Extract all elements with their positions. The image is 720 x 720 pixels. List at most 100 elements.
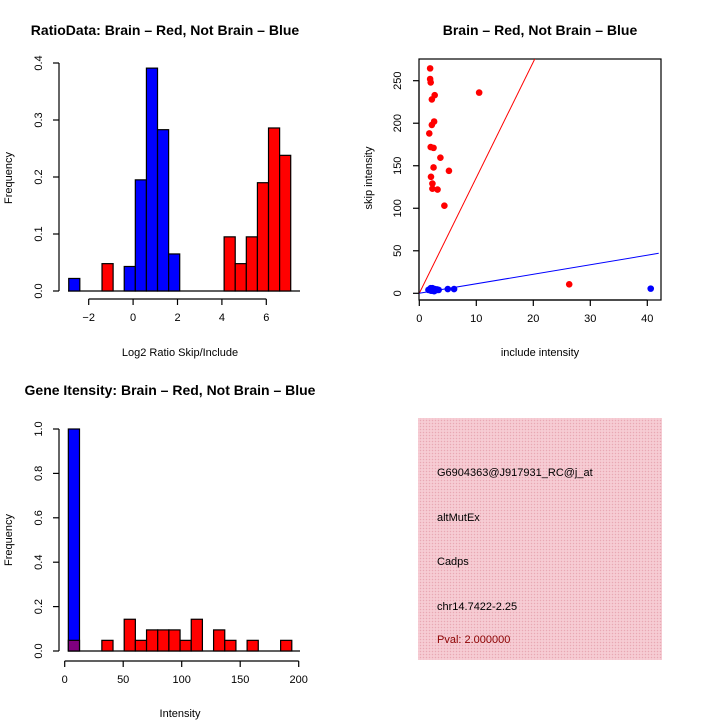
point-brain [430, 164, 437, 171]
info-box-background [418, 418, 662, 660]
x-tick-label: 2 [174, 312, 180, 324]
bar-brain [145, 629, 159, 652]
bar-not-brain [134, 179, 148, 292]
y-tick-label: 0.0 [33, 643, 45, 658]
probe-id: G6904363@J917931_RC@j_at [437, 467, 593, 479]
bar-brain [256, 182, 270, 292]
chart-title: Gene Itensity: Brain – Red, Not Brain – … [25, 382, 316, 398]
fit-line-not-brain [419, 252, 659, 294]
point-brain [437, 154, 444, 161]
x-tick-label: 0 [62, 674, 68, 686]
point-brain [475, 89, 483, 96]
y-tick-label: 0.3 [33, 112, 45, 127]
point-brain [426, 65, 434, 72]
point-brain [565, 280, 573, 288]
x-tick-label: 0 [416, 313, 422, 325]
pval: Pval: 2.000000 [437, 634, 510, 646]
bar-not-brain [145, 67, 159, 292]
y-axis-label: Frequency [3, 514, 15, 566]
bar-not-brain [67, 428, 81, 652]
bar-brain [223, 236, 236, 292]
bar-brain [123, 618, 136, 652]
y-tick-label: 50 [392, 245, 404, 257]
point-brain [430, 144, 437, 152]
bar-brain [212, 629, 226, 652]
point-not-brain [450, 285, 458, 293]
y-axis-label: Frequency [3, 152, 15, 204]
x-tick-label: 20 [527, 313, 539, 325]
y-tick-label: 0 [392, 290, 404, 296]
bar-brain [168, 629, 181, 652]
bar-brain [134, 639, 148, 652]
y-tick-label: 0.0 [33, 283, 45, 298]
point-not-brain [428, 286, 436, 293]
gene-name: Cadps [437, 556, 469, 568]
y-tick-label: 0.2 [33, 169, 45, 184]
x-tick-label: 150 [231, 674, 249, 686]
x-tick-label: −2 [82, 312, 95, 324]
y-tick-label: 0.2 [33, 599, 45, 614]
bar-brain [267, 127, 281, 292]
chart-title: RatioData: Brain – Red, Not Brain – Blue [31, 22, 300, 38]
point-brain [431, 91, 438, 99]
x-tick-label: 0 [130, 312, 136, 324]
bar-brain [234, 263, 247, 292]
x-tick-label: 10 [470, 313, 482, 325]
bar-brain [67, 639, 81, 652]
x-axis-label: include intensity [501, 347, 580, 359]
point-brain [441, 202, 448, 210]
point-brain [428, 121, 436, 129]
x-tick-label: 40 [641, 313, 653, 325]
point-brain [445, 167, 453, 175]
bar-not-brain [156, 129, 170, 292]
x-tick-label: 100 [173, 674, 191, 686]
point-brain [434, 186, 441, 193]
point-not-brain [444, 285, 452, 293]
y-axis-label: skip intensity [363, 146, 375, 209]
point-brain [425, 130, 433, 137]
bar-not-brain [168, 253, 181, 292]
bar-not-brain [123, 265, 136, 292]
x-tick-label: 4 [219, 312, 225, 324]
y-tick-label: 250 [392, 72, 404, 90]
bar-brain [157, 629, 170, 652]
x-tick-label: 30 [584, 313, 596, 325]
bar-brain [245, 236, 259, 292]
bar-brain [190, 618, 204, 652]
bar-brain [279, 154, 292, 292]
y-tick-label: 0.1 [33, 226, 45, 241]
bar-brain [101, 263, 114, 292]
bar-not-brain [68, 277, 81, 292]
y-tick-label: 100 [392, 199, 404, 217]
fit-line-brain [419, 59, 536, 294]
point-not-brain [647, 285, 655, 292]
y-tick-label: 0.8 [33, 466, 45, 481]
info-box: G6904363@J917931_RC@j_at altMutEx Cadps … [418, 418, 662, 660]
point-brain [429, 185, 436, 193]
point-brain [429, 180, 436, 187]
x-tick-label: 50 [117, 674, 129, 686]
bar-brain [246, 639, 259, 652]
x-axis-label: Intensity [160, 708, 201, 720]
bar-brain [179, 639, 192, 652]
x-tick-label: 200 [290, 674, 308, 686]
y-tick-label: 200 [392, 114, 404, 132]
bar-brain [224, 639, 237, 652]
y-tick-label: 0.6 [33, 510, 45, 525]
point-brain [427, 79, 435, 86]
bar-brain [280, 639, 293, 652]
event-type: altMutEx [437, 512, 480, 524]
y-tick-label: 150 [392, 157, 404, 175]
chart-title: Brain – Red, Not Brain – Blue [443, 22, 638, 38]
y-tick-label: 0.4 [33, 55, 45, 70]
x-tick-label: 6 [263, 312, 269, 324]
y-tick-label: 0.4 [33, 555, 45, 570]
point-brain [427, 173, 435, 181]
y-tick-label: 1.0 [33, 421, 45, 436]
plot-box [418, 58, 662, 301]
x-axis-label: Log2 Ratio Skip/Include [122, 347, 238, 359]
location: chr14.7422-2.25 [437, 601, 517, 613]
bar-brain [101, 639, 114, 652]
